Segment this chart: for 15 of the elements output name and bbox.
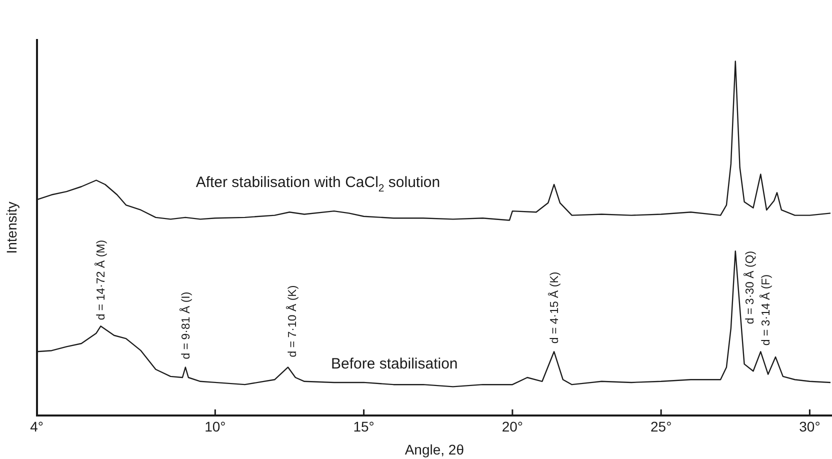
annotation: d = 4·15 Å (K) [547,272,562,344]
x-tick-label: 25° [650,418,672,435]
annotation: d = 9·81 Å (I) [178,292,192,360]
annotation: d = 3·30 Å (Q) [742,250,756,324]
series-label: Before stabilisation [331,356,458,373]
x-tick-label: 30° [799,418,820,435]
x-tick-label: 10° [204,418,226,435]
annotation: d = 7·10 Å (K) [284,285,299,358]
x-tick-label: 20° [502,418,524,435]
y-axis-title: Intensity [3,202,20,254]
annotation: d = 3·14 Å (F) [758,274,773,346]
x-tick-label: 15° [353,418,374,435]
x-axis-title: Angle, 2θ [404,441,464,458]
annotation: d = 14·72 Å (M) [94,240,108,320]
x-tick-label: 4° [30,418,44,435]
